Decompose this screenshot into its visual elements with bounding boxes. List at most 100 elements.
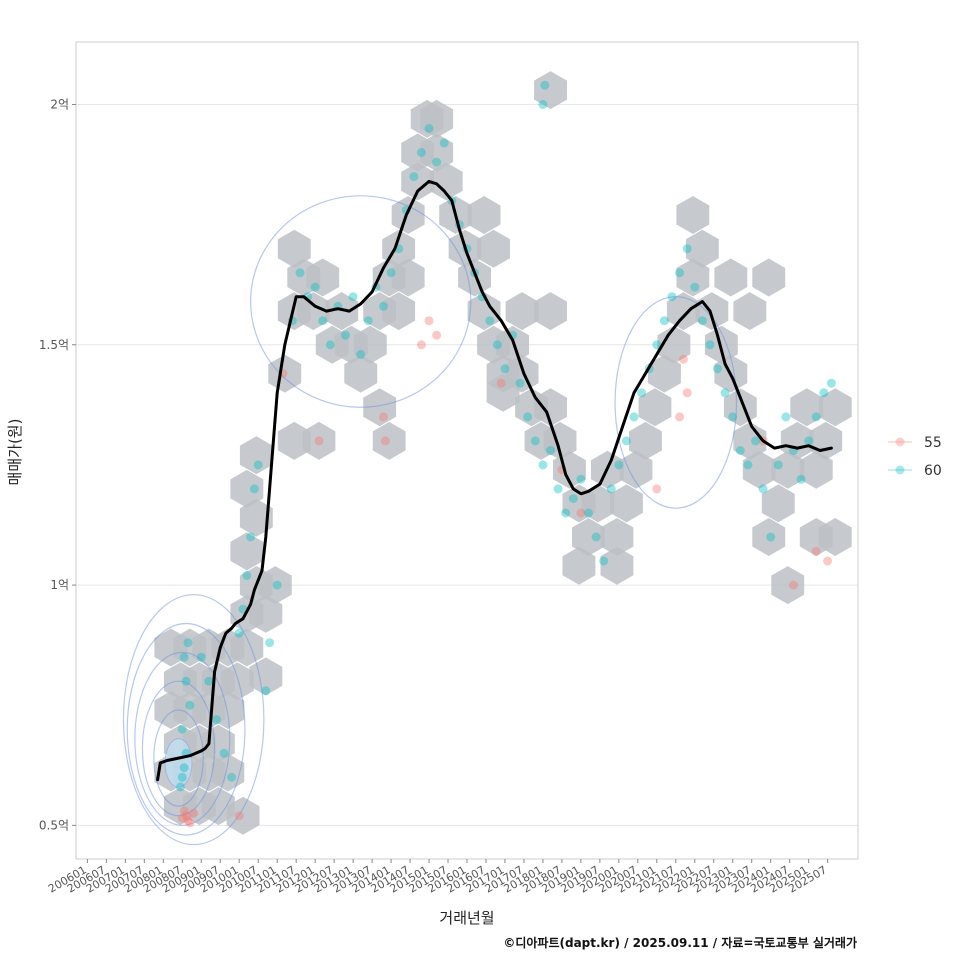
kde-contour	[614, 296, 738, 509]
data-point-60	[811, 412, 821, 422]
hexbin	[258, 566, 292, 605]
data-point-60	[606, 484, 616, 494]
hexbin	[211, 753, 245, 792]
data-point-60	[576, 474, 586, 484]
data-point-55	[678, 354, 688, 364]
data-point-60	[341, 330, 350, 340]
hexbin	[496, 325, 529, 364]
data-point-60	[682, 244, 692, 254]
data-point-60	[177, 724, 187, 734]
data-point-60	[523, 412, 533, 422]
data-point-60	[272, 580, 282, 590]
hexbin	[534, 292, 567, 331]
hexbin	[458, 258, 491, 297]
legend-label-60: 60	[924, 463, 942, 479]
hexbin	[325, 292, 359, 331]
hexbin	[572, 518, 605, 556]
hexbin	[638, 388, 672, 427]
data-point-60	[591, 532, 601, 542]
hexbin	[344, 354, 378, 393]
y-tick-label: 0.5억	[39, 818, 69, 832]
data-point-60	[432, 157, 442, 167]
data-point-60	[253, 460, 263, 470]
data-point-55	[189, 808, 199, 818]
hexbin	[201, 787, 235, 826]
hexbin	[477, 229, 510, 268]
hexbin	[771, 566, 805, 605]
hexbin	[268, 354, 302, 393]
data-point-60	[175, 782, 185, 792]
trend-line	[156, 179, 833, 782]
hexbin	[420, 133, 454, 172]
data-point-60	[179, 763, 189, 773]
data-point-60	[697, 316, 707, 326]
hexbin	[230, 532, 264, 571]
data-point-60	[637, 388, 647, 398]
trend-layer	[156, 179, 833, 782]
data-point-60	[409, 172, 419, 182]
data-point-55	[379, 412, 388, 422]
data-point-60	[196, 652, 206, 662]
data-point-60	[652, 340, 662, 350]
data-point-60	[743, 460, 753, 470]
hexbin	[230, 469, 264, 508]
data-point-60	[295, 268, 305, 278]
hexbin	[600, 546, 634, 585]
data-point-55	[652, 484, 662, 494]
data-point-60	[781, 412, 791, 422]
data-point-55	[432, 330, 442, 340]
hexbin	[818, 518, 852, 556]
data-point-60	[500, 364, 510, 374]
data-point-60	[766, 532, 776, 542]
data-point-60	[234, 628, 244, 638]
hexbin	[226, 796, 260, 835]
data-point-55	[314, 436, 324, 446]
data-point-60	[553, 484, 563, 494]
data-point-60	[356, 349, 366, 359]
y-tick-label: 2억	[50, 97, 69, 111]
kde-contour	[141, 680, 216, 817]
data-point-55	[181, 811, 191, 821]
data-point-60	[310, 282, 320, 292]
hexbin	[685, 229, 719, 268]
data-point-60	[584, 508, 593, 518]
data-point-60	[379, 301, 388, 311]
hexbin	[302, 421, 336, 460]
legend: 55 60	[888, 435, 942, 479]
data-point-55	[789, 580, 798, 590]
hexbin	[619, 450, 653, 489]
data-point-60	[386, 268, 396, 278]
hexbin	[666, 292, 700, 331]
data-point-60	[325, 340, 335, 350]
hexbin	[239, 498, 273, 537]
hexbin	[780, 421, 814, 460]
data-point-60	[249, 484, 259, 494]
hexbin-layer	[154, 71, 852, 835]
data-point-55	[496, 378, 506, 388]
data-point-60	[705, 340, 715, 350]
data-point-60	[804, 436, 814, 446]
hexbin	[391, 258, 425, 297]
legend-key-60	[895, 465, 905, 475]
data-point-60	[735, 446, 745, 455]
y-tick-label: 1.5억	[39, 338, 69, 352]
data-point-55	[380, 436, 390, 446]
hexbin	[505, 292, 539, 331]
data-point-60	[540, 80, 550, 90]
hexbin	[401, 162, 435, 201]
data-point-60	[416, 148, 426, 157]
data-point-60	[185, 700, 195, 710]
hexbin	[372, 421, 406, 460]
data-point-60	[538, 460, 548, 470]
hexbin	[467, 196, 501, 234]
data-point-60	[181, 676, 191, 686]
kde-contour	[250, 195, 472, 408]
data-point-55	[576, 508, 586, 518]
hexbin	[429, 162, 463, 201]
data-point-60	[568, 494, 578, 504]
data-point-55	[811, 546, 821, 556]
data-point-60	[819, 388, 829, 398]
data-point-60	[515, 378, 525, 388]
data-point-60	[614, 460, 624, 470]
data-point-60	[439, 138, 449, 148]
